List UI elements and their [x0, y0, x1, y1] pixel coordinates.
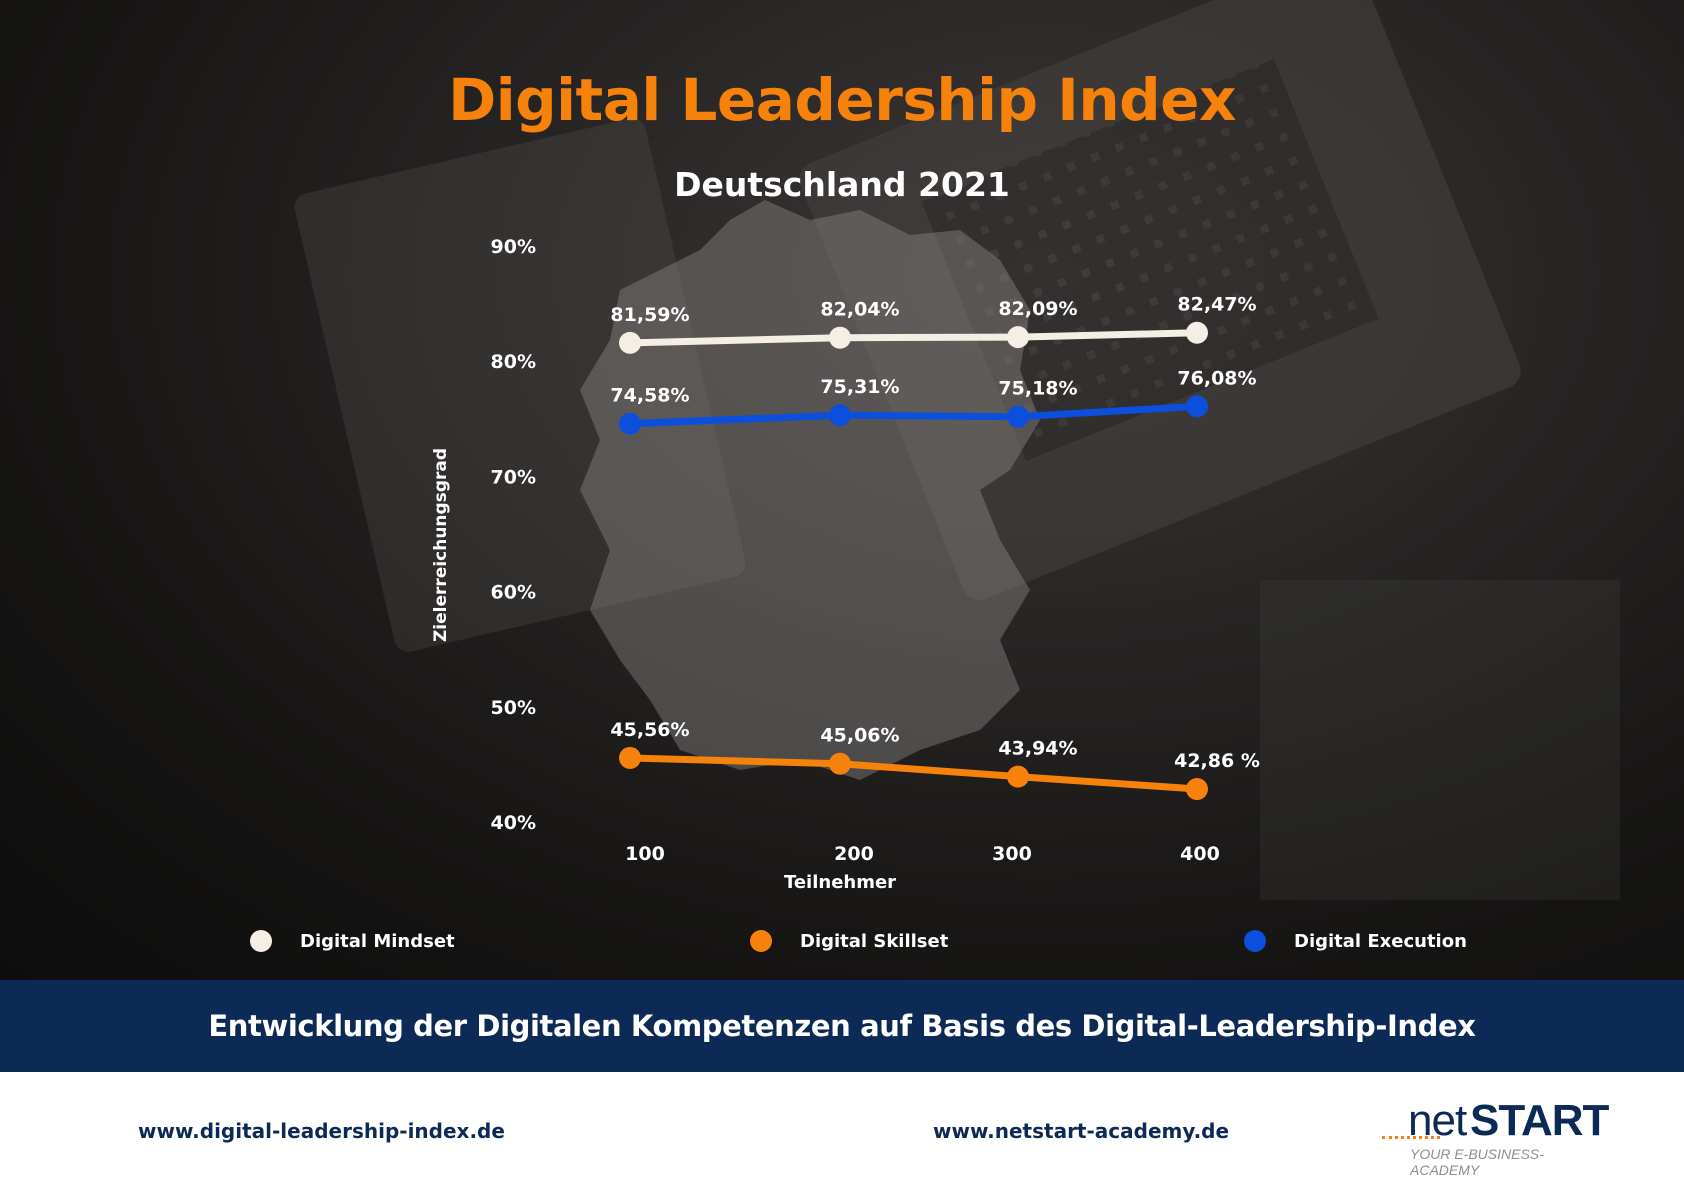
page-title: Digital Leadership Index	[448, 66, 1236, 134]
data-label: 42,86 %	[1174, 750, 1260, 772]
x-tick-label: 100	[625, 843, 665, 865]
legend-marker-execution	[1244, 930, 1266, 952]
x-tick-label: 200	[834, 843, 874, 865]
series-layer: 81,59% 82,04% 82,09% 82,47% 74,58% 75,31% 75,1…	[610, 294, 1260, 801]
legend-label-execution: Digital Execution	[1294, 930, 1467, 952]
data-label: 74,58%	[610, 385, 689, 407]
background-document	[1260, 580, 1620, 900]
series-line	[626, 754, 1201, 793]
y-tick-label: 50%	[491, 697, 536, 719]
series-line	[626, 402, 1201, 428]
logo-start-text: START	[1470, 1096, 1609, 1145]
footer	[0, 1072, 1684, 1191]
y-tick-label: 80%	[491, 351, 536, 373]
data-label: 82,04%	[820, 299, 899, 321]
series-line	[626, 329, 1201, 347]
series-digital-execution: 74,58% 75,31% 75,18% 76,08%	[610, 367, 1257, 435]
caption-text: Entwicklung der Digitalen Kompetenzen au…	[208, 1009, 1476, 1043]
data-label: 75,31%	[820, 376, 899, 398]
y-tick-label: 60%	[491, 582, 536, 604]
x-axis-ticks: 100 200 300 400	[625, 843, 1220, 865]
germany-map-silhouette	[580, 200, 1040, 780]
line-chart: Zielerreichungsgrad 40% 50% 60% 70% 80% 90% 1…	[431, 236, 1260, 893]
y-axis-ticks: 40% 50% 60% 70% 80% 90%	[491, 236, 536, 834]
data-label: 82,47%	[1177, 294, 1256, 316]
x-axis-title: Teilnehmer	[784, 872, 896, 893]
hero-background	[0, 0, 1684, 980]
data-point	[1007, 405, 1029, 428]
series-digital-skillset: 45,56% 45,06% 43,94% 42,86 %	[610, 719, 1260, 801]
data-label: 82,09%	[998, 298, 1077, 320]
legend-item-digital-skillset: Digital Skillset	[750, 930, 948, 952]
data-point	[619, 412, 641, 435]
logo-dotted-line	[1382, 1136, 1440, 1139]
legend-item-digital-mindset: Digital Mindset	[250, 930, 455, 952]
legend-label-skillset: Digital Skillset	[800, 930, 949, 952]
data-point	[1186, 321, 1208, 344]
logo-tagline: YOUR E-BUSINESS-ACADEMY	[1410, 1146, 1544, 1178]
page-subtitle: Deutschland 2021	[674, 165, 1010, 204]
data-point	[1186, 395, 1208, 418]
data-point	[619, 331, 641, 354]
series-digital-mindset: 81,59% 82,04% 82,09% 82,47%	[610, 294, 1257, 354]
data-label: 76,08%	[1177, 367, 1256, 389]
data-point	[1007, 326, 1029, 349]
x-tick-label: 300	[992, 843, 1032, 865]
caption-band: Entwicklung der Digitalen Kompetenzen au…	[0, 980, 1684, 1072]
link-netstart-academy[interactable]: www.netstart-academy.de	[933, 1119, 1230, 1143]
data-point	[829, 404, 851, 427]
legend-marker-mindset	[250, 930, 272, 952]
link-digital-leadership-index[interactable]: www.digital-leadership-index.de	[138, 1119, 505, 1143]
legend-label-mindset: Digital Mindset	[300, 930, 455, 952]
legend-item-digital-execution: Digital Execution	[1244, 930, 1467, 952]
data-label: 75,18%	[998, 378, 1077, 400]
legend-marker-skillset	[750, 930, 772, 952]
logo-net-text: net	[1408, 1096, 1467, 1145]
data-point	[619, 746, 641, 769]
data-label: 45,06%	[820, 725, 899, 747]
data-label: 81,59%	[610, 304, 689, 326]
data-point	[829, 752, 851, 775]
x-tick-label: 400	[1180, 843, 1220, 865]
data-label: 43,94%	[998, 738, 1077, 760]
y-axis-title: Zielerreichungsgrad	[431, 448, 451, 642]
data-point	[1186, 778, 1208, 801]
data-label: 45,56%	[610, 719, 689, 741]
y-tick-label: 40%	[491, 812, 536, 834]
netstart-logo: net START YOUR E-BUSINESS-ACADEMY	[1380, 1096, 1610, 1178]
data-point	[1007, 765, 1029, 788]
y-tick-label: 70%	[491, 466, 536, 488]
y-tick-label: 90%	[491, 236, 536, 258]
data-point	[829, 326, 851, 349]
